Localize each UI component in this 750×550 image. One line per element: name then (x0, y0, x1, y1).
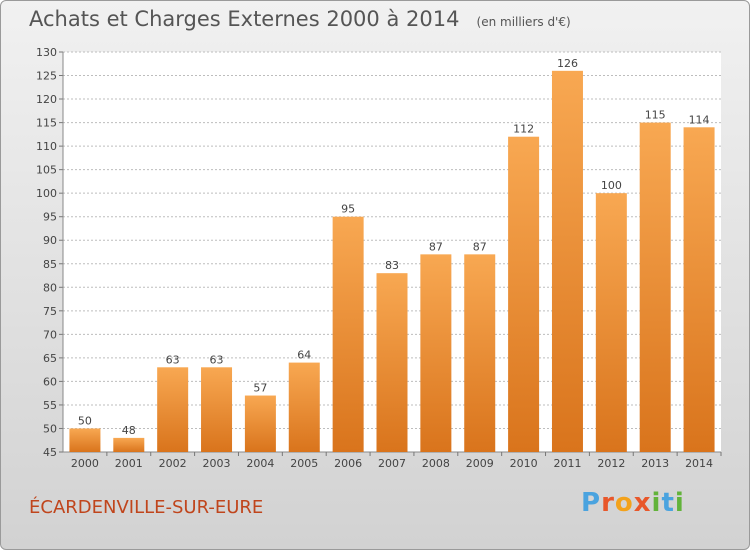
x-tick-label: 2005 (290, 457, 318, 470)
bar-value-label: 100 (601, 179, 622, 192)
x-tick-label: 2003 (203, 457, 231, 470)
logo-letter: o (614, 488, 634, 518)
x-tick-label: 2011 (553, 457, 581, 470)
bar (508, 136, 540, 453)
x-tick-label: 2013 (641, 457, 669, 470)
x-tick-label: 2008 (422, 457, 450, 470)
x-tick-label: 2000 (71, 457, 99, 470)
y-tick-label: 65 (43, 352, 57, 365)
y-tick-label: 60 (43, 375, 57, 388)
y-tick-label: 45 (43, 446, 57, 459)
bar-value-label: 114 (689, 113, 710, 126)
bar-value-label: 112 (513, 123, 534, 136)
bar-value-label: 87 (429, 240, 443, 253)
bar-value-label: 63 (166, 353, 180, 366)
chart-title: Achats et Charges Externes 2000 à 2014 (29, 7, 460, 31)
bar-value-label: 50 (78, 414, 92, 427)
bar-value-label: 115 (645, 109, 666, 122)
y-tick-label: 95 (43, 211, 57, 224)
bar-value-label: 83 (385, 259, 399, 272)
y-tick-label: 125 (36, 70, 57, 83)
bar (113, 437, 145, 452)
bar-value-label: 57 (253, 382, 267, 395)
logo-letter: t (661, 488, 675, 518)
bar (595, 193, 627, 453)
y-tick-label: 105 (36, 164, 57, 177)
x-tick-label: 2001 (115, 457, 143, 470)
bar-value-label: 63 (210, 353, 224, 366)
x-tick-label: 2014 (685, 457, 713, 470)
bar (157, 367, 189, 452)
commune-name: ÉCARDENVILLE-SUR-EURE (29, 497, 264, 518)
y-tick-label: 70 (43, 328, 57, 341)
y-tick-label: 110 (36, 140, 57, 153)
y-tick-label: 90 (43, 234, 57, 247)
x-tick-label: 2009 (466, 457, 494, 470)
x-tick-label: 2010 (510, 457, 538, 470)
proxiti-logo: Proxiti (581, 488, 685, 518)
logo-letter: r (601, 488, 615, 518)
x-tick-label: 2012 (597, 457, 625, 470)
bar (332, 216, 364, 452)
y-tick-label: 100 (36, 187, 57, 200)
logo-letter: x (633, 488, 652, 518)
bar (464, 254, 496, 452)
y-tick-label: 115 (36, 117, 57, 130)
bar (376, 273, 408, 452)
y-tick-label: 80 (43, 281, 57, 294)
x-tick-label: 2004 (246, 457, 274, 470)
y-tick-label: 50 (43, 422, 57, 435)
bar (420, 254, 452, 452)
y-tick-label: 75 (43, 305, 57, 318)
y-tick-label: 85 (43, 258, 57, 271)
y-tick-label: 55 (43, 399, 57, 412)
y-tick-label: 120 (36, 93, 57, 106)
bar-value-label: 126 (557, 57, 578, 70)
bar-value-label: 87 (473, 240, 487, 253)
x-tick-label: 2007 (378, 457, 406, 470)
bar-value-label: 95 (341, 203, 355, 216)
x-tick-label: 2006 (334, 457, 362, 470)
bar (288, 362, 320, 452)
bar (244, 395, 276, 452)
y-tick-label: 130 (36, 46, 57, 59)
bar (551, 70, 583, 452)
logo-letter: i (674, 488, 685, 518)
bar (683, 127, 715, 452)
bar-value-label: 64 (297, 349, 311, 362)
bar (639, 122, 671, 453)
bar-value-label: 48 (122, 424, 136, 437)
bar (201, 367, 233, 452)
chart-title-block: Achats et Charges Externes 2000 à 2014 (… (29, 7, 571, 31)
x-tick-label: 2002 (159, 457, 187, 470)
logo-letter: i (651, 488, 662, 518)
chart-unit: (en milliers d'€) (476, 15, 571, 29)
bar (69, 428, 101, 452)
logo-letter: P (581, 488, 602, 518)
